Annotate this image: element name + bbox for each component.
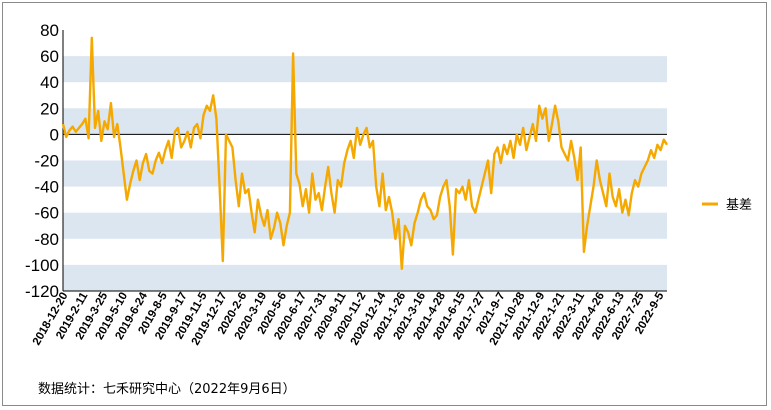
y-tick-label-2: 40 xyxy=(40,73,59,92)
y-tick-label-7: -60 xyxy=(34,204,59,223)
y-tick-label-6: -40 xyxy=(34,178,59,197)
source-note: 数据统计：七禾研究中心（2022年9月6日） xyxy=(38,382,296,397)
y-tick-label-8: -80 xyxy=(34,230,59,249)
y-tick-label-1: 60 xyxy=(40,47,59,66)
series-line-basis xyxy=(61,36,669,270)
y-tick-label-9: -100 xyxy=(25,256,59,275)
legend: 基差 xyxy=(702,198,752,213)
y-tick-label-5: -20 xyxy=(34,152,59,171)
y-tick-label-0: 80 xyxy=(40,21,59,40)
y-tick-label-4: 0 xyxy=(50,125,59,144)
x-tick-labels: 2018-12-202019-2-112019-3-252019-5-10201… xyxy=(31,290,667,347)
grid-bands xyxy=(63,56,667,291)
grid-band-4 xyxy=(63,264,667,291)
grid-band-2 xyxy=(63,160,667,187)
legend-label: 基差 xyxy=(726,198,752,213)
y-tick-label-10: -120 xyxy=(25,282,59,301)
grid-band-3 xyxy=(63,212,667,239)
grid-band-0 xyxy=(63,56,667,83)
y-tick-labels: 80 60 40 20 0 -20 -40 -60 -80 -100 -120 xyxy=(25,21,59,301)
y-tick-label-3: 20 xyxy=(40,99,59,118)
